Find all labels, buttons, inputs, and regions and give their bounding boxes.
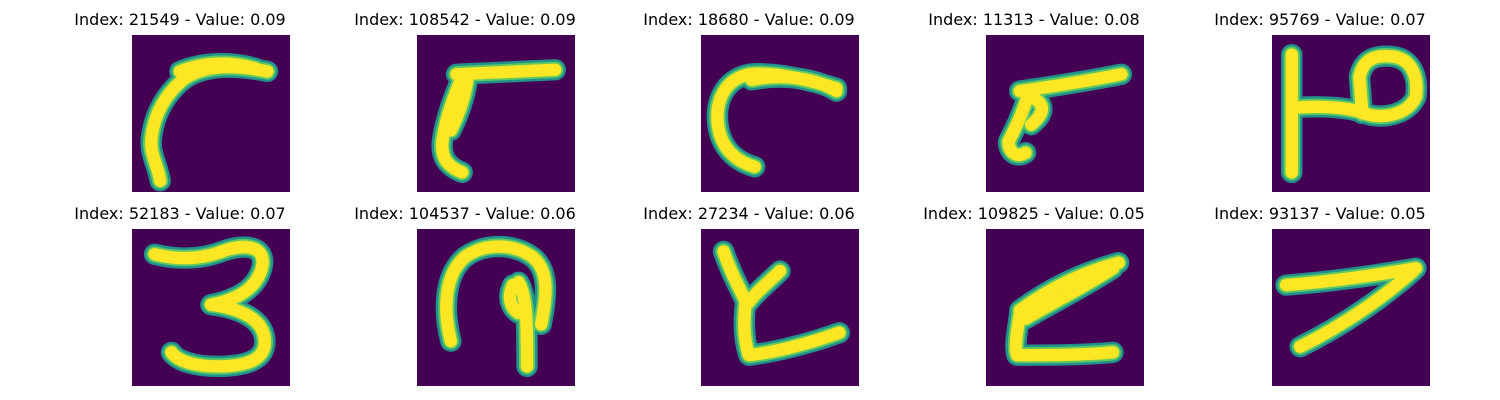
digit-svg — [132, 35, 290, 192]
panel: Index: 11313 - Value: 0.08 — [884, 0, 1184, 192]
stroke-core — [440, 240, 552, 348]
panel: Index: 27234 - Value: 0.06 — [599, 194, 899, 386]
panel-title: Index: 52183 - Value: 0.07 — [74, 204, 286, 223]
digit-image — [132, 35, 290, 192]
digit-image — [417, 35, 575, 192]
panel: Index: 109825 - Value: 0.05 — [884, 194, 1184, 386]
digit-image — [1272, 35, 1430, 192]
panel-title: Index: 104537 - Value: 0.06 — [354, 204, 576, 223]
stroke-core — [1285, 49, 1423, 123]
digit-svg — [701, 35, 859, 192]
stroke-core — [1002, 87, 1035, 162]
digit-svg — [132, 229, 290, 386]
digit-svg — [701, 229, 859, 386]
digit-svg — [986, 229, 1144, 386]
panel-title: Index: 27234 - Value: 0.06 — [643, 204, 855, 223]
digit-svg — [1272, 35, 1430, 192]
stroke-core — [435, 70, 469, 179]
panel-title: Index: 18680 - Value: 0.09 — [643, 10, 855, 29]
panel: Index: 18680 - Value: 0.09 — [599, 0, 899, 192]
panel-title: Index: 109825 - Value: 0.05 — [923, 204, 1145, 223]
digit-svg — [417, 229, 575, 386]
stroke-core — [173, 57, 263, 78]
stroke-core — [503, 278, 525, 320]
digit-image — [417, 229, 575, 386]
panel: Index: 95769 - Value: 0.07 — [1170, 0, 1470, 192]
stroke-core — [1279, 262, 1423, 292]
panel-title: Index: 11313 - Value: 0.08 — [928, 10, 1140, 29]
digit-image — [701, 229, 859, 386]
panel: Index: 52183 - Value: 0.07 — [30, 194, 330, 386]
stroke-core — [444, 70, 474, 137]
digit-svg — [986, 35, 1144, 192]
image-background — [986, 35, 1144, 192]
panel: Index: 104537 - Value: 0.06 — [315, 194, 615, 386]
stroke-core — [1024, 90, 1048, 131]
panel: Index: 108542 - Value: 0.09 — [315, 0, 615, 192]
stroke-core — [745, 70, 843, 98]
stroke-core — [1294, 264, 1420, 353]
digit-svg — [417, 35, 575, 192]
stroke-core — [512, 276, 534, 373]
stroke-core — [738, 292, 846, 362]
digit-image — [701, 35, 859, 192]
stroke-core — [450, 63, 562, 81]
digit-image — [132, 229, 290, 386]
digit-image — [986, 229, 1144, 386]
panel-title: Index: 21549 - Value: 0.09 — [74, 10, 286, 29]
digit-svg — [1272, 229, 1430, 386]
stroke-core — [1009, 306, 1120, 362]
panel-title: Index: 108542 - Value: 0.09 — [354, 10, 576, 29]
stroke-core — [148, 240, 271, 373]
panel-title: Index: 95769 - Value: 0.07 — [1214, 10, 1426, 29]
panel: Index: 93137 - Value: 0.05 — [1170, 194, 1470, 386]
panel: Index: 21549 - Value: 0.09 — [30, 0, 330, 192]
digit-image — [986, 35, 1144, 192]
stroke-core — [1019, 262, 1120, 325]
panel-title: Index: 93137 - Value: 0.05 — [1214, 204, 1426, 223]
digit-image — [1272, 229, 1430, 386]
